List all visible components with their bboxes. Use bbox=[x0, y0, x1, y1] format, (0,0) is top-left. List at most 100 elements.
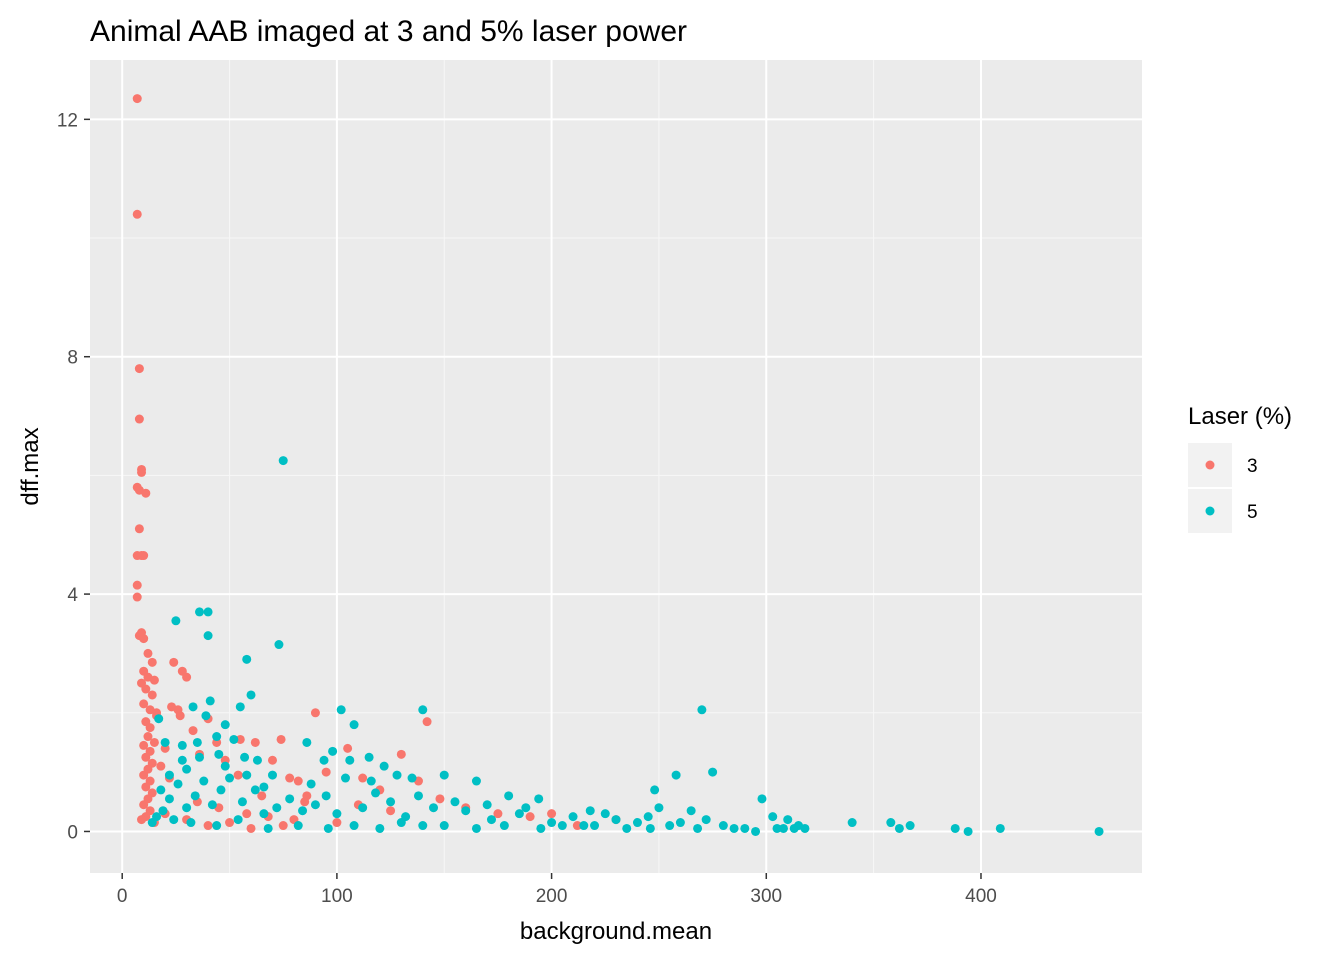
data-point bbox=[278, 821, 288, 831]
data-point bbox=[147, 657, 157, 667]
chart-title: Animal AAB imaged at 3 and 5% laser powe… bbox=[90, 15, 687, 48]
data-point bbox=[278, 456, 288, 466]
data-point bbox=[141, 684, 151, 694]
data-point bbox=[557, 821, 567, 831]
data-point bbox=[203, 821, 213, 831]
data-point bbox=[214, 749, 224, 759]
data-point bbox=[272, 803, 282, 813]
data-point bbox=[461, 806, 471, 816]
data-point bbox=[240, 752, 250, 762]
data-point bbox=[654, 803, 664, 813]
data-point bbox=[772, 823, 782, 833]
data-point bbox=[212, 821, 222, 831]
data-point bbox=[164, 770, 174, 780]
data-point bbox=[319, 755, 329, 765]
data-point bbox=[429, 803, 439, 813]
data-point bbox=[207, 800, 217, 810]
data-point bbox=[482, 800, 492, 810]
data-point bbox=[190, 791, 200, 801]
data-point bbox=[422, 717, 432, 727]
data-point bbox=[995, 823, 1005, 833]
data-point bbox=[137, 467, 147, 477]
data-point bbox=[905, 821, 915, 831]
data-point bbox=[547, 818, 557, 828]
data-point bbox=[186, 818, 196, 828]
data-point bbox=[340, 773, 350, 783]
data-point bbox=[693, 823, 703, 833]
data-point bbox=[701, 815, 711, 825]
data-point bbox=[323, 823, 333, 833]
legend-label: 5 bbox=[1247, 502, 1258, 523]
data-point bbox=[141, 782, 151, 792]
data-point bbox=[143, 732, 153, 742]
data-point bbox=[188, 726, 198, 736]
data-point bbox=[246, 690, 256, 700]
data-point bbox=[572, 821, 582, 831]
x-tick-label: 0 bbox=[117, 886, 128, 907]
data-point bbox=[310, 800, 320, 810]
data-point bbox=[250, 737, 260, 747]
data-point bbox=[611, 815, 621, 825]
y-axis: 0 4 8 12 bbox=[57, 110, 90, 843]
data-point bbox=[665, 821, 675, 831]
data-point bbox=[225, 773, 235, 783]
data-point bbox=[686, 806, 696, 816]
data-point bbox=[250, 785, 260, 795]
data-point bbox=[757, 794, 767, 804]
data-point bbox=[783, 815, 793, 825]
legend-title: Laser (%) bbox=[1188, 403, 1292, 430]
data-point bbox=[237, 797, 247, 807]
data-point bbox=[894, 823, 904, 833]
data-point bbox=[233, 815, 243, 825]
legend-item-3: 3 bbox=[1188, 443, 1258, 487]
data-point bbox=[194, 607, 204, 617]
data-point bbox=[139, 800, 149, 810]
data-point bbox=[768, 812, 778, 822]
data-point bbox=[525, 812, 535, 822]
data-point bbox=[139, 551, 149, 561]
data-point bbox=[169, 815, 179, 825]
data-point bbox=[358, 803, 368, 813]
data-point bbox=[139, 634, 149, 644]
data-point bbox=[585, 806, 595, 816]
data-point bbox=[139, 699, 149, 709]
data-point bbox=[349, 720, 359, 730]
data-point bbox=[386, 806, 396, 816]
data-point bbox=[514, 809, 524, 819]
data-point bbox=[778, 823, 788, 833]
data-point bbox=[154, 714, 164, 724]
y-tick-label: 12 bbox=[57, 110, 78, 131]
data-point bbox=[156, 785, 166, 795]
y-axis-title: dff.max bbox=[17, 427, 44, 505]
data-point bbox=[364, 752, 374, 762]
data-point bbox=[396, 749, 406, 759]
minor-gridlines bbox=[90, 60, 1142, 873]
data-point bbox=[345, 755, 355, 765]
data-point bbox=[259, 809, 269, 819]
data-point bbox=[886, 818, 896, 828]
data-point bbox=[263, 823, 273, 833]
data-point bbox=[439, 821, 449, 831]
data-point bbox=[233, 770, 243, 780]
data-points bbox=[132, 94, 1104, 836]
data-point bbox=[182, 764, 192, 774]
data-point bbox=[132, 209, 142, 219]
data-point bbox=[493, 809, 503, 819]
legend-items: 35 bbox=[1188, 443, 1258, 533]
data-point bbox=[650, 785, 660, 795]
data-point bbox=[274, 640, 284, 650]
data-point bbox=[521, 803, 531, 813]
data-point bbox=[173, 779, 183, 789]
data-point bbox=[285, 794, 295, 804]
data-point bbox=[392, 770, 402, 780]
data-point bbox=[321, 767, 331, 777]
data-point bbox=[212, 732, 222, 742]
data-point bbox=[267, 755, 277, 765]
data-point bbox=[751, 826, 761, 836]
data-point bbox=[182, 803, 192, 813]
x-axis: 0 100 200 300 400 bbox=[117, 873, 997, 907]
data-point bbox=[139, 770, 149, 780]
data-point bbox=[413, 791, 423, 801]
data-point bbox=[216, 785, 226, 795]
data-point bbox=[366, 776, 376, 786]
